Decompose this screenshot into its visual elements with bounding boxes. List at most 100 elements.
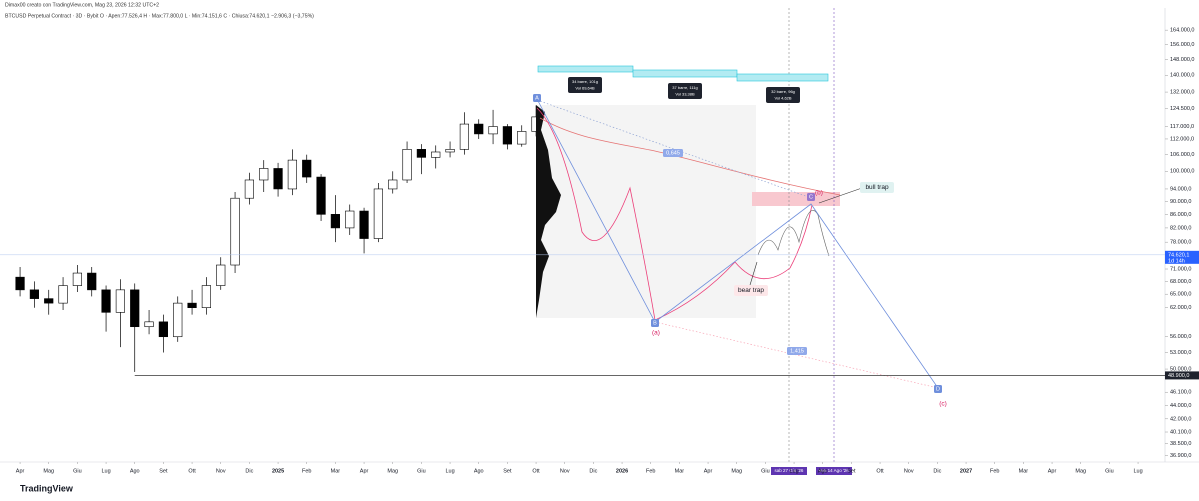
candle-body: [58, 285, 68, 304]
ratio-label: 0,645: [666, 150, 680, 156]
level-label: 48.900,0: [1168, 373, 1189, 379]
y-tick-label: 46.100,0: [1170, 390, 1191, 396]
x-tick-label: Set: [159, 468, 168, 474]
point-label: C: [809, 194, 813, 200]
date-tag: [771, 467, 807, 475]
x-tick-label: 2025: [272, 468, 284, 474]
candle-body: [345, 210, 355, 229]
wave-label: (a): [652, 330, 660, 337]
last-price-tag: [1165, 250, 1199, 264]
candle-body: [388, 179, 398, 190]
y-tick-label: 94.000,0: [1170, 186, 1191, 192]
candle-body: [72, 272, 82, 286]
x-tick-label: Apr: [360, 468, 369, 474]
candle-body: [273, 168, 283, 190]
fib-line: [654, 321, 939, 389]
range-tooltip: [568, 77, 602, 93]
x-tick-label: Set: [503, 468, 512, 474]
drawings: 34 barre, 101g Vol 69,64B 37 barre, 111g…: [533, 8, 947, 475]
candle-body: [259, 168, 269, 181]
date-range: [736, 73, 829, 82]
candle-body: [474, 123, 484, 135]
author-line: Dimax00 creato con TradingView.com, Mag …: [5, 2, 159, 8]
candle-body: [15, 276, 25, 291]
level-tag: [1165, 371, 1199, 380]
y-tick-label: 164.000,0: [1170, 28, 1194, 34]
candle-body: [144, 321, 154, 328]
candle-body: [330, 214, 340, 229]
callout-box: [734, 285, 768, 296]
date-tag-label: ven 14 Ago '26: [819, 468, 849, 473]
y-tick-label: 56.000,0: [1170, 334, 1191, 340]
y-tick-label: 62.000,0: [1170, 305, 1191, 311]
point-box: [807, 193, 815, 201]
callout-box: [860, 182, 894, 193]
y-tick-label: 40.100,0: [1170, 429, 1191, 435]
x-tick-label: Mag: [387, 468, 398, 474]
x-tick-label: 2027: [960, 468, 972, 474]
ratio-box: [787, 347, 807, 355]
x-tick-label: Mar: [331, 468, 341, 474]
date-range: [632, 69, 738, 78]
candle-body: [359, 210, 369, 239]
abc-pattern: [536, 98, 939, 389]
y-tick-label: 156.000,0: [1170, 42, 1194, 48]
point-box: [651, 319, 659, 327]
y-tick-label: 112.000,0: [1170, 136, 1194, 142]
y-tick-label: 36.900,0: [1170, 453, 1191, 459]
fib-line: [536, 99, 812, 199]
range-tooltip: [668, 83, 702, 99]
candle-body: [173, 302, 183, 338]
y-tick-label: 53.000,0: [1170, 350, 1191, 356]
y-tick-label: 42.000,0: [1170, 416, 1191, 422]
candle-body: [287, 159, 297, 190]
callout-arrow: [749, 261, 758, 286]
x-tick-label: Apr: [704, 468, 713, 474]
ratio-label: 1,415: [790, 348, 804, 354]
candle-body: [115, 289, 125, 313]
y-tick-label: 44.000,0: [1170, 403, 1191, 409]
x-tick-label: Feb: [990, 468, 999, 474]
countdown: 1d 14h: [1168, 258, 1185, 264]
x-tick-label: Set: [847, 468, 856, 474]
y-tick-label: 86.000,0: [1170, 212, 1191, 218]
callout-arrow: [818, 187, 863, 204]
range-volume: Vol 4,62B: [774, 96, 791, 101]
range-bars: 37 barre, 111g: [672, 85, 697, 90]
symbol-line: BTCUSD Perpetual Contract · 3D · Bybit O…: [5, 13, 314, 19]
x-tick-label: Giu: [1105, 468, 1114, 474]
callout-text: bear trap: [738, 287, 764, 294]
x-tick-label: Lug: [101, 468, 110, 474]
x-tick-label: Ott: [188, 468, 196, 474]
range-volume: Vol 69,64B: [575, 86, 595, 91]
candle-body: [488, 126, 498, 135]
candle-body: [402, 149, 412, 181]
x-tick-label: Giu: [73, 468, 82, 474]
x-tick-label: Apr: [1048, 468, 1057, 474]
x-tick-label: Mar: [675, 468, 685, 474]
y-tick-label: 148.000,0: [1170, 57, 1194, 63]
x-tick-label: Ago: [818, 468, 828, 474]
x-tick-label: Lug: [1133, 468, 1142, 474]
y-tick-label: 100.000,0: [1170, 169, 1194, 175]
x-tick-label: Mar: [1019, 468, 1029, 474]
candle-body: [316, 176, 326, 215]
point-label: B: [653, 320, 657, 326]
x-tick-label: Lug: [789, 468, 798, 474]
candle-body: [130, 289, 140, 328]
y-tick-label: 78.000,0: [1170, 240, 1191, 246]
candle-body: [445, 149, 455, 153]
x-tick-label: Nov: [904, 468, 914, 474]
range-tooltip: [766, 87, 800, 103]
x-tick-label: Dic: [933, 468, 941, 474]
ratio-box: [663, 149, 683, 157]
candle-body: [459, 123, 469, 150]
x-tick-label: Ago: [130, 468, 140, 474]
candle-body: [101, 289, 111, 313]
x-tick-label: Ago: [474, 468, 484, 474]
candle-body: [302, 159, 312, 178]
y-tick-label: 124.500,0: [1170, 106, 1194, 112]
range-bars: 34 barre, 101g: [572, 79, 598, 84]
